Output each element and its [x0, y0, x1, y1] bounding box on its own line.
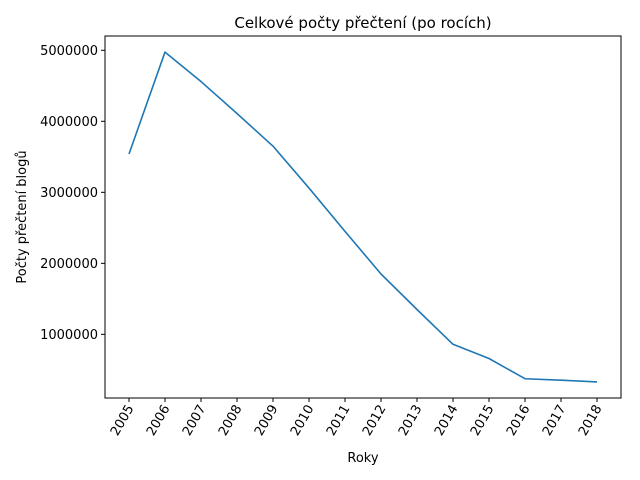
x-tick-label: 2012: [360, 403, 390, 439]
x-tick-label: 2011: [324, 403, 354, 439]
chart-title: Celkové počty přečtení (po rocích): [234, 14, 491, 32]
x-tick-label: 2007: [180, 403, 210, 439]
x-tick-label: 2006: [144, 403, 174, 439]
y-tick-label: 3000000: [40, 186, 98, 201]
y-tick-label: 1000000: [40, 328, 98, 343]
x-tick-label: 2014: [432, 403, 462, 439]
x-tick-label: 2009: [252, 403, 282, 439]
y-axis-label: Počty přečtení blogů: [15, 150, 30, 283]
x-tick-label: 2010: [288, 403, 318, 439]
x-tick-label: 2005: [108, 403, 138, 439]
x-tick-label: 2015: [468, 403, 498, 439]
x-tick-label: 2008: [216, 403, 246, 439]
plot-frame: [104, 35, 622, 399]
y-tick-label: 5000000: [40, 44, 98, 59]
y-tick-label: 4000000: [40, 115, 98, 130]
x-tick-label: 2018: [576, 403, 606, 439]
x-tick-label: 2017: [540, 403, 570, 439]
x-tick-label: 2016: [504, 403, 534, 439]
y-tick-label: 2000000: [40, 257, 98, 272]
x-axis-label: Roky: [347, 451, 378, 466]
x-tick-label: 2013: [396, 403, 426, 439]
series-line: [128, 51, 598, 383]
